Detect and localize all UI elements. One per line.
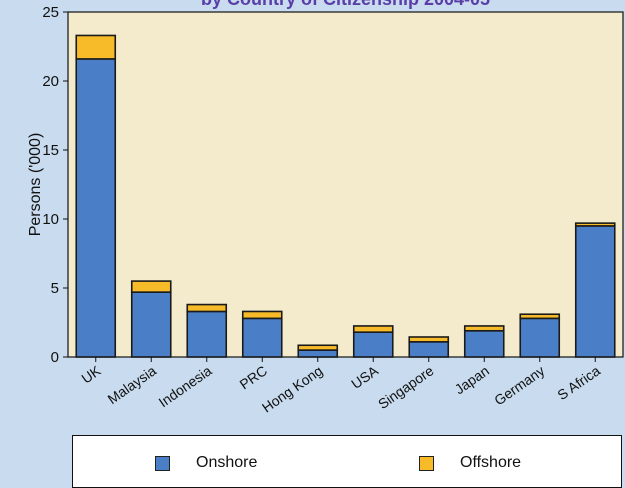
x-tick-label: Hong Kong [259,362,326,415]
bar-offshore-uk [75,34,117,60]
bar-onshore-singapore [408,341,450,358]
bar-onshore-prc [241,317,283,358]
legend-item-onshore: Onshore [155,454,257,472]
bar-onshore-s-africa [574,225,616,358]
y-tick-label: 0 [51,349,59,366]
bar-offshore-indonesia [186,303,228,313]
y-tick-label: 20 [42,73,59,90]
y-axis: 0 5 10 15 20 25 [42,4,68,366]
x-tick-label: USA [348,362,381,392]
bar-onshore-germany [519,317,561,358]
y-tick-label: 5 [51,280,59,297]
x-tick-label: Singapore [375,362,437,412]
bar-offshore-malaysia [130,280,172,293]
x-tick-label: S Africa [554,362,603,403]
bar-offshore-japan [463,325,505,332]
x-tick-label: Indonesia [156,362,215,410]
bar-onshore-indonesia [186,310,228,358]
y-tick-label: 10 [42,211,59,228]
offshore-swatch [419,455,434,471]
bar-onshore-uk [75,58,117,358]
bar-offshore-germany [519,313,561,320]
onshore-swatch [155,455,170,471]
y-tick-label: 15 [42,142,59,159]
bar-offshore-prc [241,310,283,320]
x-tick-label: Malaysia [105,362,160,407]
legend-item-offshore: Offshore [419,454,521,472]
x-tick-label: UK [78,362,104,387]
bar-offshore-singapore [408,336,450,343]
bar-offshore-hong-kong [297,344,339,351]
y-tick-label: 25 [42,4,59,21]
y-axis-title: Persons ('000) [27,133,44,237]
bar-onshore-usa [352,331,394,358]
legend: Onshore Offshore [72,435,622,488]
x-tick-label: Japan [452,362,492,397]
bar-onshore-japan [463,329,505,358]
legend-label-onshore: Onshore [196,454,258,471]
legend-label-offshore: Offshore [460,454,522,471]
bar-onshore-hong-kong [297,349,339,358]
chart-title: by Country of Citizenship 2004-05 [201,0,490,9]
bar-onshore-malaysia [130,291,172,358]
bar-offshore-usa [352,325,394,333]
bars-group [75,34,616,358]
x-tick-label: PRC [237,362,270,392]
bar-offshore-s-africa [574,222,616,227]
x-tick-label: Germany [491,362,547,408]
